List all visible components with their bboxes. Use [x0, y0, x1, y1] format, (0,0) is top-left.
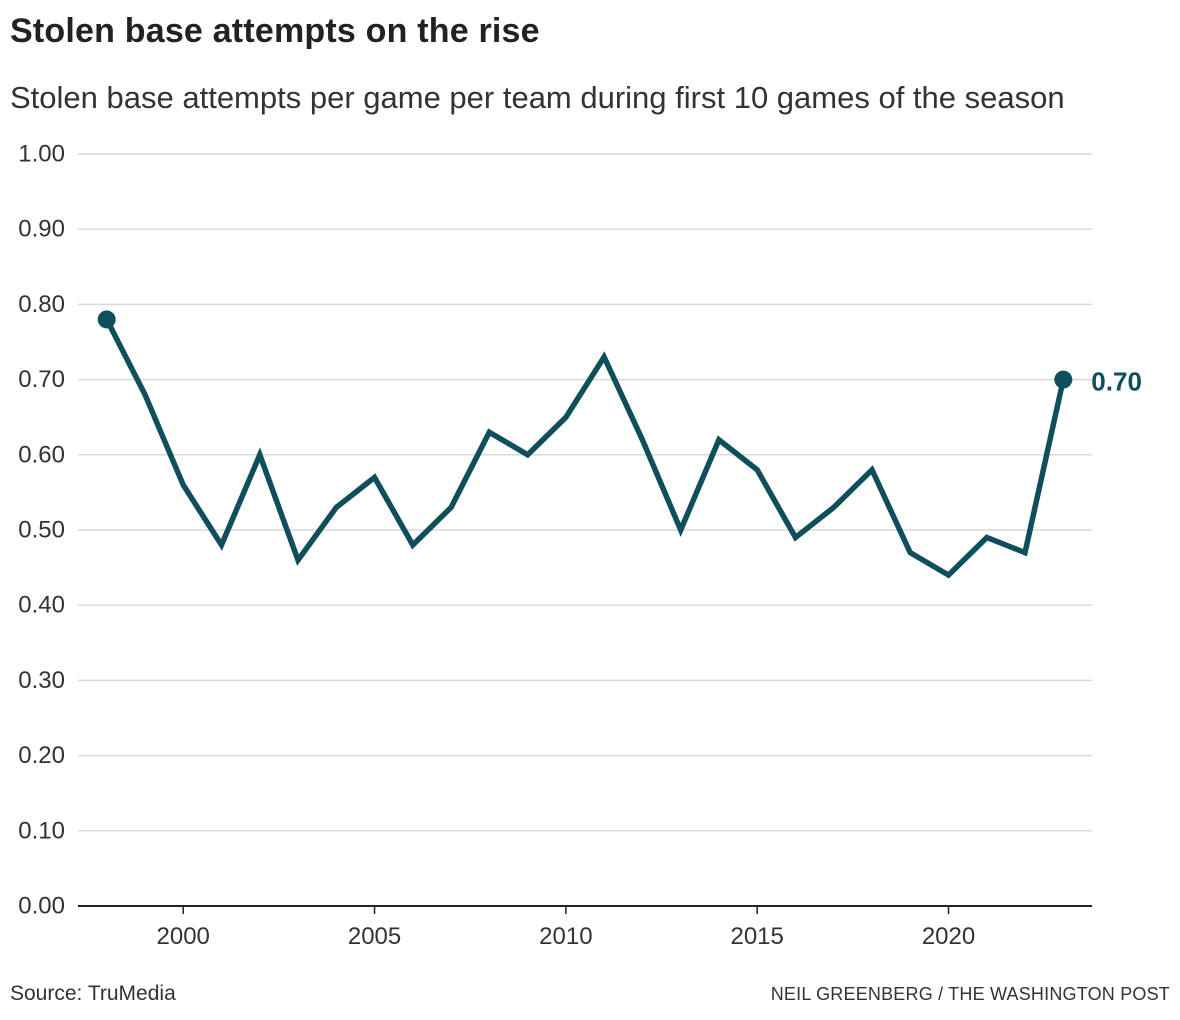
y-tick-label: 0.00 — [18, 893, 65, 920]
chart-title: Stolen base attempts on the rise — [10, 12, 540, 50]
source-note: Source: TruMedia — [10, 982, 176, 1005]
y-tick-label: 0.50 — [18, 517, 65, 544]
x-tick-label: 2005 — [348, 923, 401, 950]
y-tick-label: 0.90 — [18, 216, 65, 243]
y-tick-label: 1.00 — [18, 141, 65, 168]
x-tick-label: 2010 — [539, 923, 592, 950]
x-tick-label: 2000 — [157, 923, 210, 950]
x-axis: 2000 2005 2010 2015 2020 — [78, 905, 1092, 950]
byline-credit: NEIL GREENBERG / THE WASHINGTON POST — [770, 984, 1170, 1004]
highlighted-data-point — [97, 310, 116, 329]
series: 0.70 — [97, 310, 1142, 579]
x-tick-label: 2020 — [922, 923, 975, 950]
y-tick-label: 0.70 — [18, 366, 65, 393]
y-axis-tick-labels: 0.00 0.10 0.20 0.30 0.40 0.50 0.60 0.70 0.80 0.90… — [18, 141, 65, 920]
x-tick-label: 2015 — [730, 923, 783, 950]
end-value-label: 0.70 — [1091, 367, 1142, 397]
y-tick-label: 0.20 — [18, 742, 65, 769]
series-line — [104, 318, 1066, 579]
highlighted-data-point — [1054, 370, 1073, 389]
y-tick-label: 0.40 — [18, 592, 65, 619]
y-tick-label: 0.10 — [18, 817, 65, 844]
grid-lines — [78, 153, 1092, 832]
y-tick-label: 0.30 — [18, 667, 65, 694]
chart-subtitle: Stolen base attempts per game per team d… — [10, 80, 1065, 115]
y-tick-label: 0.60 — [18, 441, 65, 468]
y-tick-label: 0.80 — [18, 291, 65, 318]
